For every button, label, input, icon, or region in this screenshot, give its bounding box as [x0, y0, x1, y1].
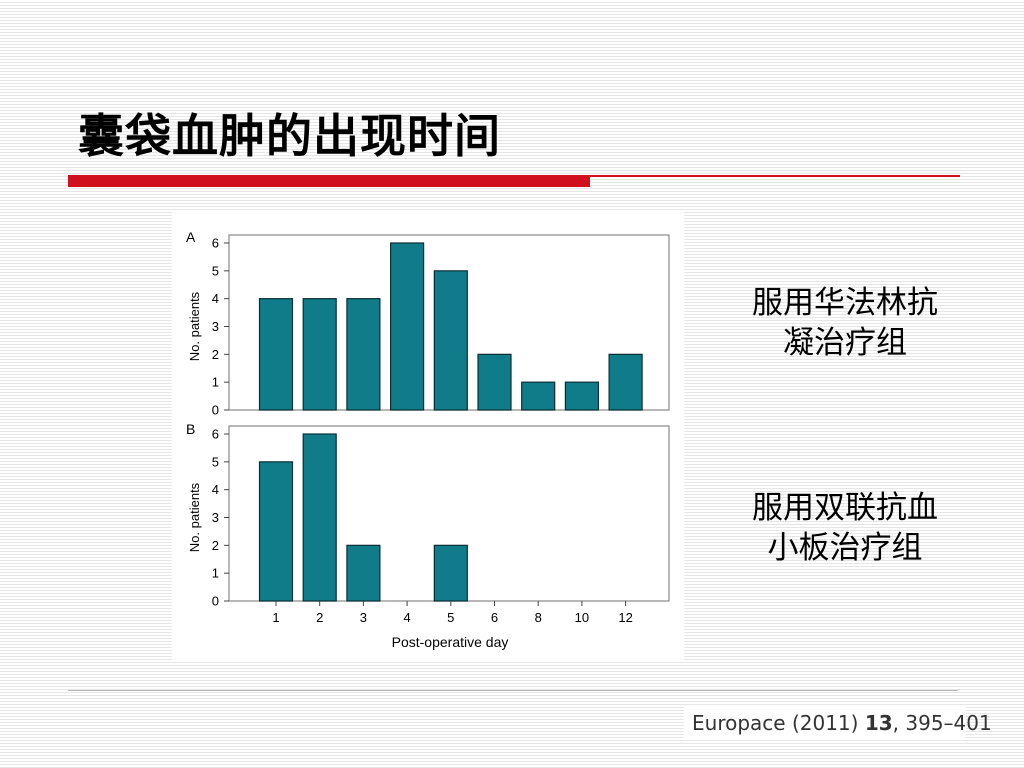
- panel-b-xtick-label-5: 5: [447, 610, 454, 625]
- citation-journal: Europace (2011): [692, 711, 865, 735]
- footer-divider: [68, 690, 958, 691]
- panel-a-bar-1: [258, 298, 294, 411]
- panel-a-bar-8: [521, 381, 556, 411]
- panel-b-xtick-label-4: 4: [403, 610, 410, 625]
- panel-b-bar-1: [258, 461, 294, 602]
- panel-b-xtick-label-6: 6: [491, 610, 498, 625]
- panel-b-ytick-label-1: 1: [212, 566, 219, 581]
- citation-volume: 13: [864, 711, 893, 735]
- panel-b-letter: B: [186, 421, 195, 437]
- panel-b-ylabel: No. patients: [187, 482, 202, 552]
- panel-a-ytick-label-0: 0: [212, 403, 219, 418]
- panel-a-bar-5: [433, 270, 468, 411]
- title-underline-thin: [590, 175, 960, 177]
- panel-b-xtick-label-3: 3: [360, 610, 367, 625]
- group-b-label-line2: 小板治疗组: [767, 530, 923, 566]
- panel-a-bar-10: [564, 381, 599, 411]
- panel-b-xtick-label-8: 8: [535, 610, 542, 625]
- panel-a-bar-6: [477, 353, 512, 411]
- panel-b-xlabel: Post-operative day: [392, 634, 509, 650]
- panel-a-ytick-label-2: 2: [212, 347, 219, 362]
- panel-a-ytick-label-5: 5: [212, 263, 219, 278]
- group-a-label: 服用华法林抗 凝治疗组: [715, 283, 975, 363]
- group-b-label-line1: 服用双联抗血: [752, 490, 938, 526]
- bar-chart-figure: A 0 1 2 3 4 5 6 No. patients B 0 1 2 3 4 5 6 No. patients…: [172, 212, 684, 662]
- group-a-label-line2: 凝治疗组: [783, 325, 907, 361]
- panel-a-ytick-label-4: 4: [212, 291, 219, 306]
- panel-a-ylabel: No. patients: [187, 291, 202, 361]
- panel-a-bar-2: [302, 298, 337, 411]
- group-a-label-line1: 服用华法林抗: [752, 285, 938, 321]
- panel-b-bar-3: [346, 544, 381, 602]
- panel-a-bar-3: [346, 298, 381, 411]
- panel-a-letter: A: [186, 229, 196, 245]
- panel-b-xtick-label-1: 1: [272, 610, 279, 625]
- title-underline-red: [68, 175, 590, 187]
- panel-b-xtick-label-12: 12: [618, 610, 632, 625]
- panel-b-ytick-label-2: 2: [212, 538, 219, 553]
- panel-b-ytick-label-4: 4: [212, 482, 219, 497]
- panel-b-ytick-label-6: 6: [212, 427, 219, 442]
- panel-b-bar-2: [302, 433, 337, 602]
- panel-b-bar-5: [433, 544, 468, 602]
- panel-a-ytick-label-6: 6: [212, 236, 219, 251]
- panel-a-ytick-label-1: 1: [212, 375, 219, 390]
- panel-a-bar-4: [390, 242, 425, 411]
- slide-title: 囊袋血肿的出现时间: [78, 109, 501, 163]
- panel-b-ytick-label-0: 0: [212, 594, 219, 609]
- panel-b-ytick-label-5: 5: [212, 454, 219, 469]
- group-b-label: 服用双联抗血 小板治疗组: [715, 488, 975, 568]
- panel-b-ytick-label-3: 3: [212, 510, 219, 525]
- panel-a-ytick-label-3: 3: [212, 319, 219, 334]
- panel-a-bar-12: [608, 353, 643, 411]
- panel-b-xtick-label-2: 2: [316, 610, 323, 625]
- citation: Europace (2011) 13, 395–401: [684, 707, 992, 739]
- citation-pages: , 395–401: [892, 711, 992, 735]
- panel-b-xtick-label-10: 10: [575, 610, 589, 625]
